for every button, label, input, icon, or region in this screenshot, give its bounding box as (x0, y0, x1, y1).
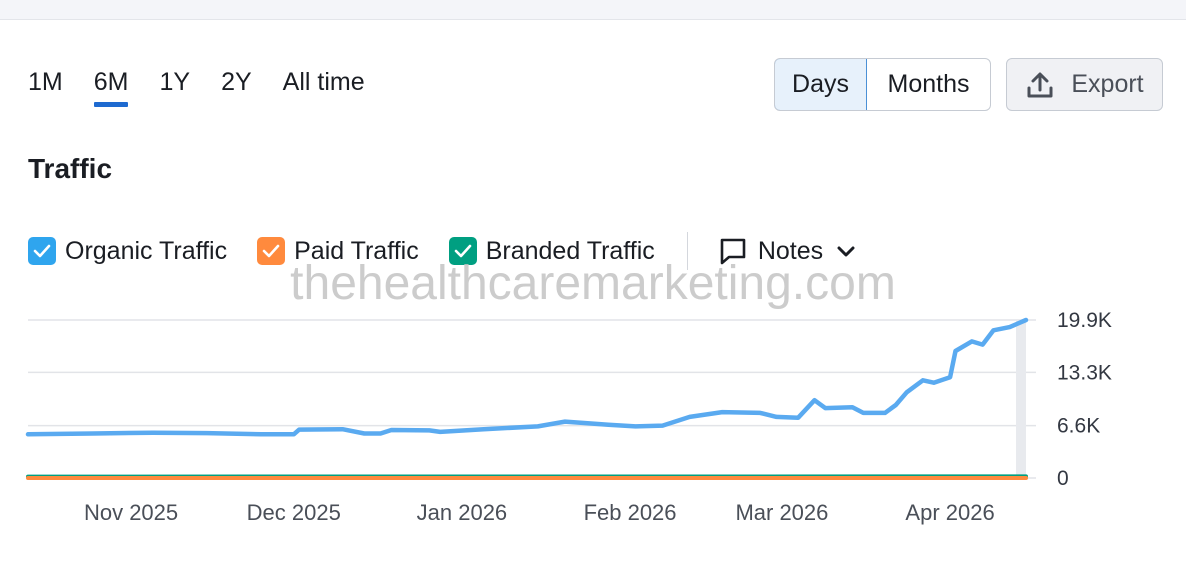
x-tick-label: Feb 2026 (584, 500, 677, 525)
legend-branded-label: Branded Traffic (485, 236, 655, 265)
checkmark-icon (257, 237, 286, 265)
notes-button[interactable]: Notes (718, 236, 857, 266)
legend-paid-traffic[interactable]: Paid Traffic (257, 237, 419, 266)
legend-organic-label: Organic Traffic (65, 236, 228, 265)
hover-band (1016, 320, 1026, 478)
period-tab-6m[interactable]: 6M (93, 68, 128, 107)
top-bar (0, 0, 1186, 20)
y-tick-label: 0 (1057, 467, 1069, 490)
series-line-organic-traffic (25, 317, 1029, 437)
chart-title: Traffic (28, 153, 113, 184)
days-button[interactable]: Days (775, 59, 867, 110)
watermark: thehealthcaremarketing.com (290, 257, 896, 310)
granularity-toggle: Days Months (774, 58, 991, 111)
y-tick-label: 13.3K (1057, 361, 1112, 384)
x-tick-label: Dec 2025 (247, 500, 341, 525)
checkmark-icon (28, 237, 56, 265)
period-tab-1y[interactable]: 1Y (159, 68, 191, 96)
y-tick-label: 6.6K (1057, 415, 1100, 438)
period-tab-1m[interactable]: 1M (28, 68, 63, 96)
legend-branded-traffic[interactable]: Branded Traffic (448, 236, 655, 266)
period-tabs: 1M 6M 1Y 2Y All time (28, 68, 396, 107)
x-tick-label: Mar 2026 (735, 500, 828, 525)
period-tab-all-time[interactable]: All time (282, 68, 365, 96)
x-tick-label: Nov 2025 (84, 500, 178, 525)
x-tick-label: Jan 2026 (417, 500, 508, 525)
export-button[interactable]: Export (1006, 58, 1163, 111)
traffic-chart: 0 6.6K 13.3K 19.9K Nov 2025 Dec 2025 Jan 2026… (25, 309, 1112, 525)
y-tick-label: 19.9K (1057, 309, 1112, 332)
export-label: Export (1071, 70, 1144, 98)
legend: Organic Traffic Paid Traffic Branded Tra… (28, 232, 857, 270)
legend-organic-traffic[interactable]: Organic Traffic (28, 237, 227, 266)
upload-icon (1027, 72, 1053, 97)
checkmark-icon (448, 237, 477, 265)
legend-divider (686, 232, 688, 270)
x-tick-label: Apr 2026 (905, 500, 994, 525)
notes-label: Notes (757, 236, 824, 265)
months-button[interactable]: Months (887, 70, 970, 98)
legend-paid-label: Paid Traffic (294, 236, 419, 265)
comment-icon (720, 238, 746, 265)
period-tab-2y[interactable]: 2Y (221, 68, 252, 96)
chevron-down-icon (837, 246, 855, 257)
